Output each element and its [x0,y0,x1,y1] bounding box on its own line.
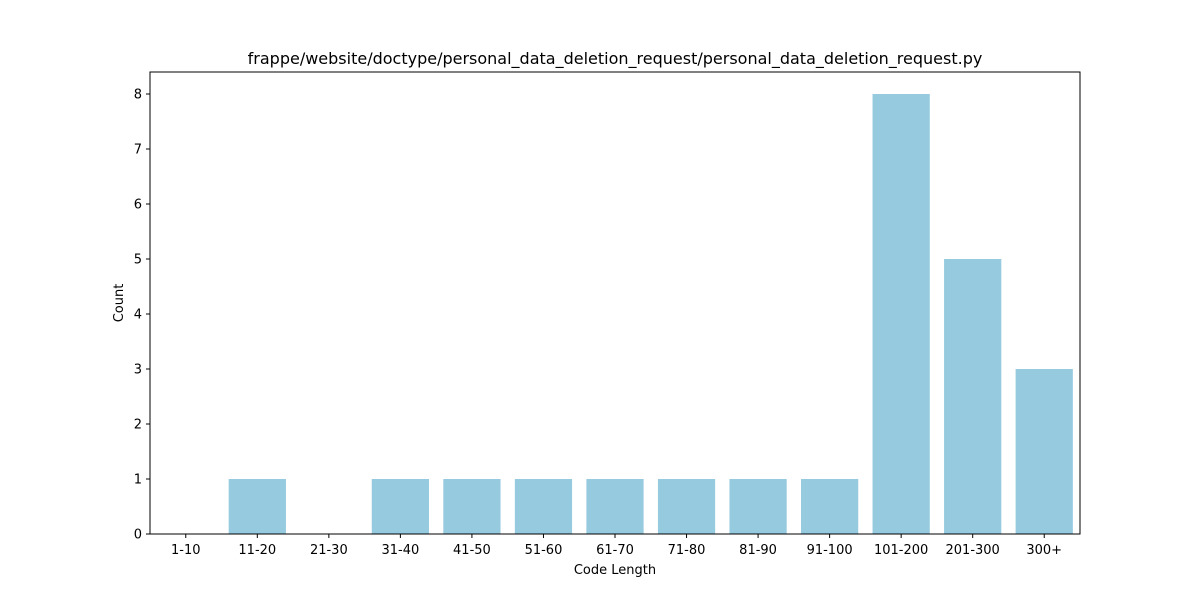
x-tick-label: 51-60 [525,543,563,558]
y-tick-label: 0 [134,528,142,543]
bar-201-300 [944,259,1002,534]
y-tick-label: 8 [134,88,142,103]
x-tick-label: 71-80 [668,543,706,558]
y-tick-label: 1 [134,473,142,488]
bar-31-40 [371,479,429,534]
bar-81-90 [729,479,787,534]
bar-11-20 [228,479,286,534]
x-tick-label: 201-300 [946,543,1000,558]
x-tick-label: 21-30 [310,543,348,558]
y-axis-label: Count [112,284,127,323]
chart-title: frappe/website/doctype/personal_data_del… [248,49,983,69]
x-tick-label: 41-50 [453,543,491,558]
y-axis-ticks: 0 1 2 3 4 5 6 7 8 [134,88,150,543]
bars-group [228,94,1073,534]
y-tick-label: 7 [134,143,142,158]
bar-41-50 [443,479,501,534]
x-tick-label: 91-100 [807,543,853,558]
x-tick-label: 101-200 [874,543,928,558]
bar-51-60 [514,479,573,534]
bar-61-70 [586,479,644,534]
plot-frame [149,71,1081,535]
y-tick-label: 3 [134,363,142,378]
x-tick-label: 31-40 [381,543,419,558]
y-tick-label: 2 [134,418,142,433]
bar-71-80 [657,479,716,534]
x-tick-label: 1-10 [171,543,201,558]
bar-300+ [1015,369,1073,534]
y-tick-label: 6 [134,198,142,213]
x-axis-ticks: 1-10 11-20 21-30 31-40 41-50 51-60 61-70 71-80 8… [171,534,1062,558]
bar-101-200 [872,94,930,534]
y-tick-label: 4 [134,308,142,323]
x-tick-label: 300+ [1026,543,1062,558]
x-tick-label: 11-20 [238,543,276,558]
x-tick-label: 61-70 [596,543,634,558]
x-tick-label: 81-90 [739,543,777,558]
bar-91-100 [801,479,859,534]
x-axis-label: Code Length [574,563,656,578]
y-tick-label: 5 [134,253,142,268]
